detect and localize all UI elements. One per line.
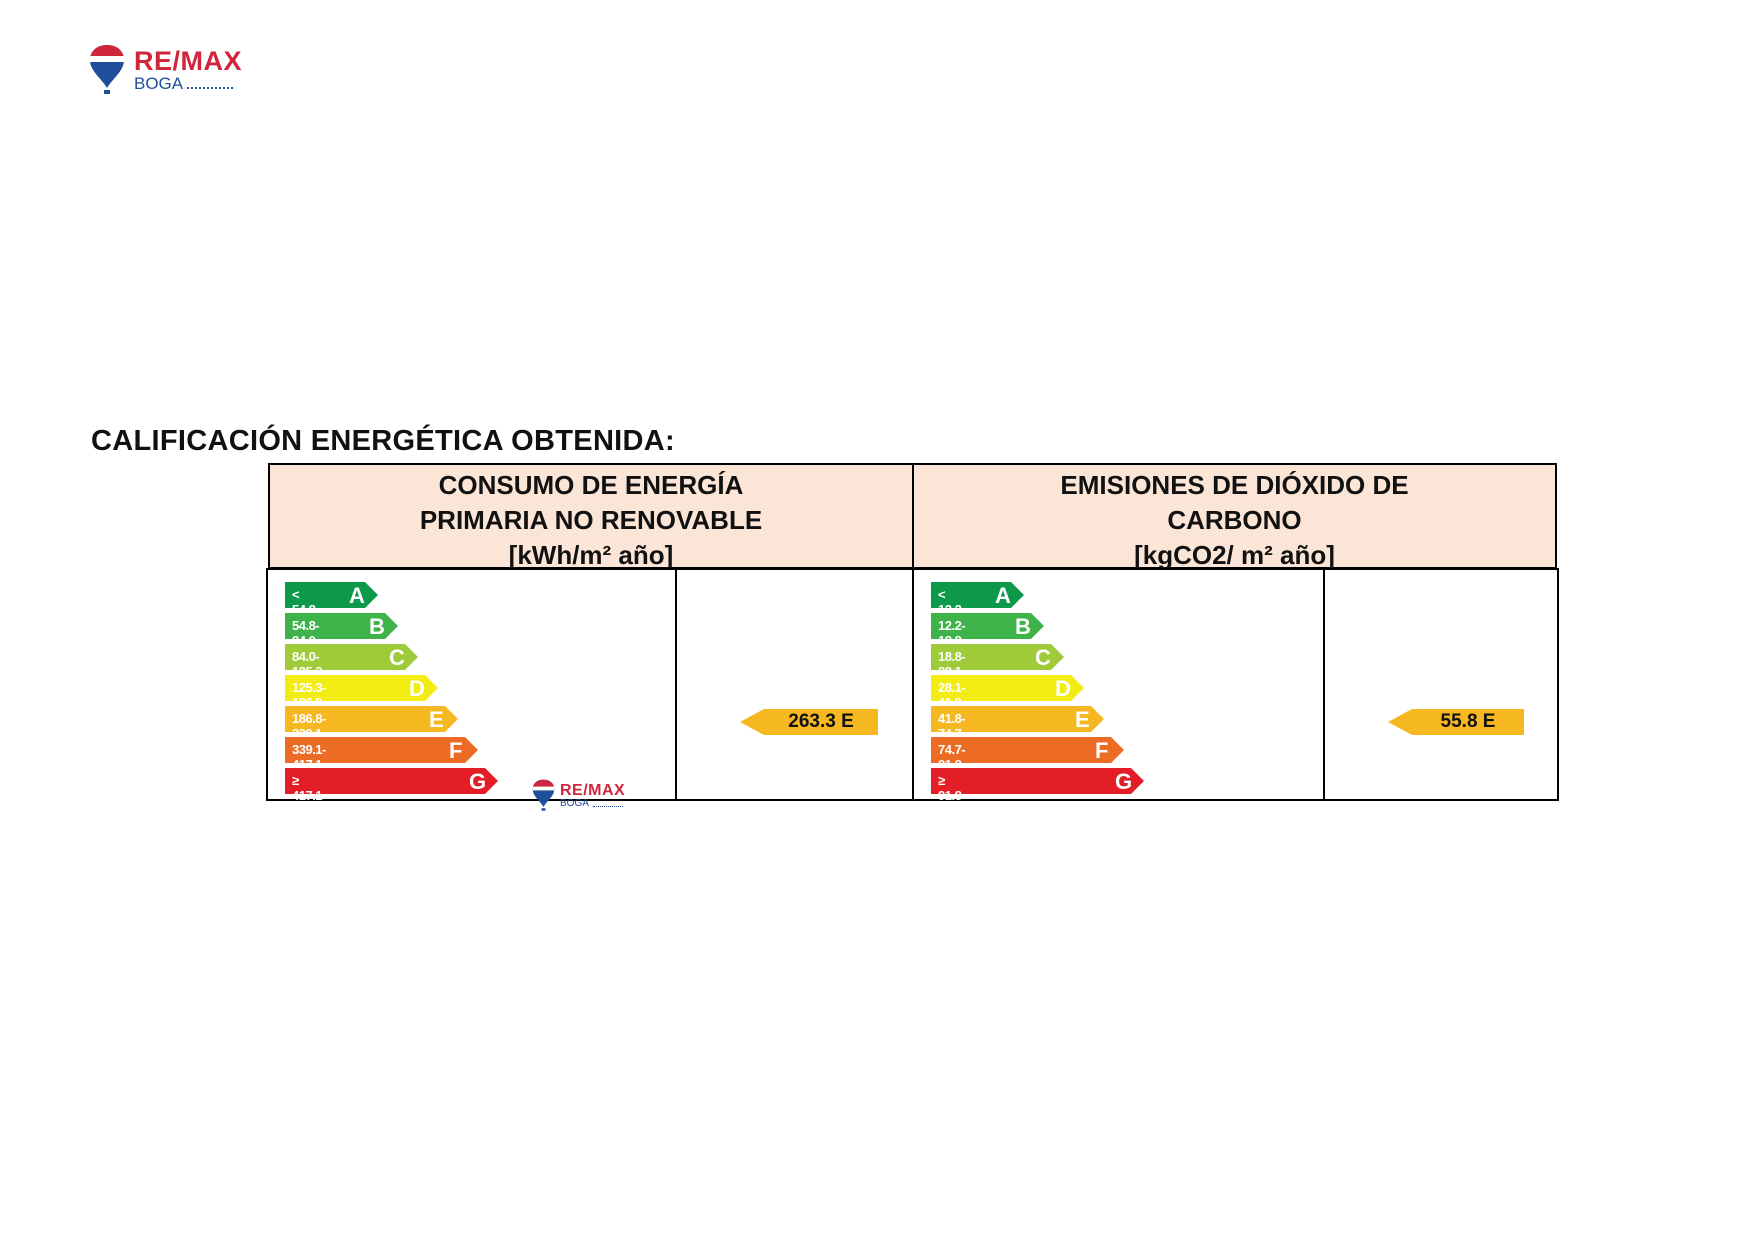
band-letter: G <box>1115 769 1133 794</box>
band-arrow-tip <box>1011 582 1024 608</box>
band-arrow-tip <box>1071 675 1084 701</box>
header-line: CARBONO <box>1167 505 1302 535</box>
band-letter: F <box>1095 738 1109 763</box>
band-letter: A <box>995 583 1011 608</box>
band-bar <box>931 582 1011 608</box>
band-bar <box>931 768 1131 794</box>
band-letter: C <box>389 645 405 670</box>
band-letter: E <box>429 707 444 732</box>
balloon-icon <box>89 44 125 96</box>
band-range: ≥ 91.8 <box>938 773 962 803</box>
band-arrow-tip <box>485 768 498 794</box>
co2-result-cell: 55.8 E <box>1323 568 1559 801</box>
energy-rating-table: CONSUMO DE ENERGÍA PRIMARIA NO RENOVABLE… <box>266 463 1559 803</box>
band-arrow-tip <box>1131 768 1144 794</box>
band-letter: G <box>469 769 487 794</box>
band-arrow-tip <box>465 737 478 763</box>
band-letter: D <box>1055 676 1071 701</box>
band-bar <box>285 582 365 608</box>
band-letter: B <box>369 614 385 639</box>
band-letter: C <box>1035 645 1051 670</box>
band-letter: A <box>349 583 365 608</box>
header-line: EMISIONES DE DIÓXIDO DE <box>1060 470 1409 500</box>
energy-result-label: 263.3 E <box>764 709 878 735</box>
band-bar <box>285 737 465 763</box>
band-bar <box>931 644 1051 670</box>
waterfront-icon <box>187 87 234 89</box>
band-bar <box>285 675 425 701</box>
co2-result-label: 55.8 E <box>1412 709 1524 735</box>
band-arrow-tip <box>445 706 458 732</box>
logo-brand: RE/MAX <box>560 781 626 799</box>
band-arrow-tip <box>1091 706 1104 732</box>
header-unit: [kgCO2/ m² año] <box>1134 540 1335 570</box>
band-bar <box>285 644 405 670</box>
balloon-icon <box>532 779 555 812</box>
header-line: PRIMARIA NO RENOVABLE <box>419 505 763 535</box>
energy-scale-cell: < 54.8 A 54.8-84.0 B 84.0-125.3 C 125.3-186.8 D… <box>266 568 677 803</box>
header-co2-emissions: EMISIONES DE DIÓXIDO DE CARBONO [kgCO2/ … <box>912 463 1557 570</box>
band-bar <box>931 737 1111 763</box>
band-bar <box>931 613 1031 639</box>
logo-brand: RE/MAX <box>134 46 243 76</box>
band-arrow-tip <box>385 613 398 639</box>
band-arrow-tip <box>1111 737 1124 763</box>
band-bar <box>931 675 1071 701</box>
band-arrow-tip <box>365 582 378 608</box>
band-arrow-tip <box>405 644 418 670</box>
remax-logo: RE/MAX BOGA <box>89 44 242 96</box>
band-bar <box>931 706 1091 732</box>
logo-office: BOGA <box>134 74 184 93</box>
band-letter: F <box>449 738 463 763</box>
waterfront-icon <box>592 805 623 807</box>
band-arrow-tip <box>1031 613 1044 639</box>
page-title: CALIFICACIÓN ENERGÉTICA OBTENIDA: <box>91 425 675 457</box>
band-letter: E <box>1075 707 1090 732</box>
logo-office: BOGA <box>560 797 589 809</box>
band-bar <box>285 768 485 794</box>
co2-scale-cell: < 12.2 A 12.2-18.8 B 18.8-28.1 C 28.1-41.8 D 41.… <box>912 568 1325 803</box>
header-unit: [kWh/m² año] <box>508 540 674 570</box>
band-arrow-tip <box>425 675 438 701</box>
band-bar <box>285 706 445 732</box>
band-bar <box>285 613 385 639</box>
header-line: CONSUMO DE ENERGÍA <box>438 470 744 500</box>
remax-logo-small: RE/MAX BOGA <box>532 779 625 812</box>
header-energy-consumption: CONSUMO DE ENERGÍA PRIMARIA NO RENOVABLE… <box>268 463 914 570</box>
band-arrow-tip <box>1051 644 1064 670</box>
band-letter: D <box>409 676 425 701</box>
band-letter: B <box>1015 614 1031 639</box>
energy-result-cell: 263.3 E <box>675 568 914 801</box>
band-range: ≥ 417.1 <box>292 773 323 803</box>
